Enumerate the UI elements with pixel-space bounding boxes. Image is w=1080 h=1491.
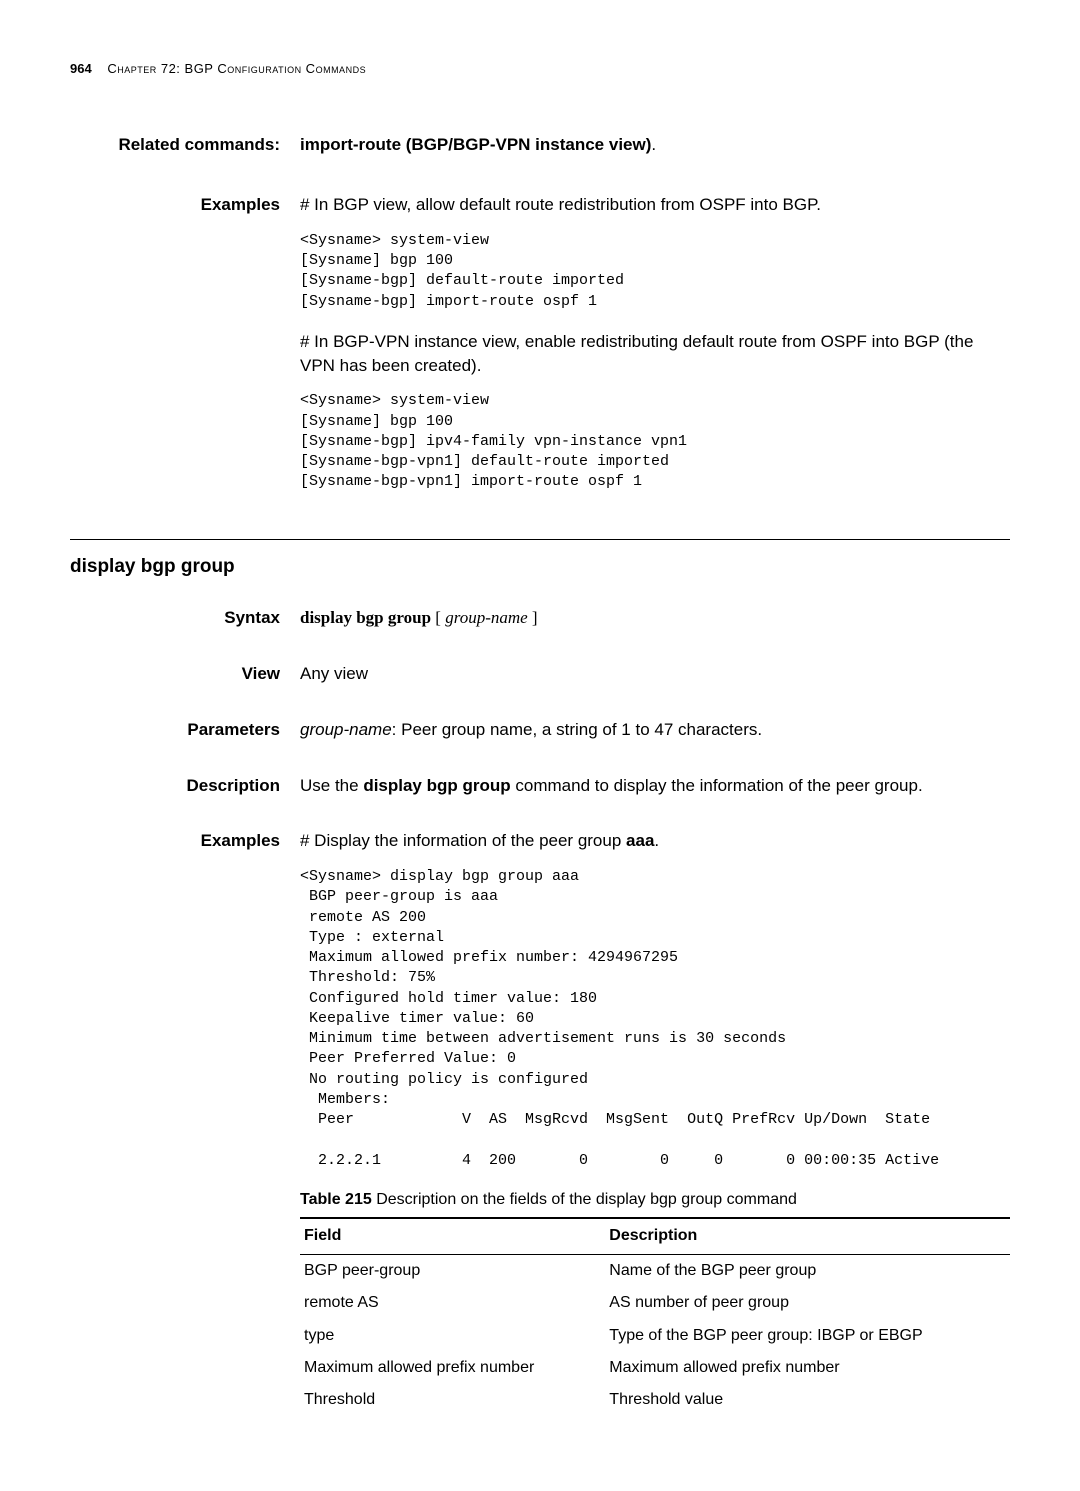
td-field: remote AS — [300, 1287, 605, 1319]
td-desc: Name of the BGP peer group — [605, 1254, 1010, 1287]
table-row: type Type of the BGP peer group: IBGP or… — [300, 1320, 1010, 1352]
examples2-content: # Display the information of the peer gr… — [300, 829, 1010, 1416]
td-desc: Threshold value — [605, 1384, 1010, 1416]
page-header: 964 Chapter 72: BGP Configuration Comman… — [70, 60, 1010, 78]
td-field: Threshold — [300, 1384, 605, 1416]
td-desc: AS number of peer group — [605, 1287, 1010, 1319]
syntax-label: Syntax — [70, 606, 300, 630]
related-commands-content: import-route (BGP/BGP-VPN instance view)… — [300, 133, 1010, 157]
examples2-intro: # Display the information of the peer gr… — [300, 829, 1010, 853]
examples1-code2: <Sysname> system-view [Sysname] bgp 100 … — [300, 391, 1010, 492]
table-row: Maximum allowed prefix number Maximum al… — [300, 1352, 1010, 1384]
syntax-row: Syntax display bgp group [ group-name ] — [70, 606, 1010, 630]
th-desc: Description — [605, 1218, 1010, 1254]
desc-post: command to display the information of th… — [511, 776, 923, 795]
table-row: BGP peer-group Name of the BGP peer grou… — [300, 1254, 1010, 1287]
table-row: remote AS AS number of peer group — [300, 1287, 1010, 1319]
examples1-label: Examples — [70, 193, 300, 511]
parameters-content: group-name: Peer group name, a string of… — [300, 718, 1010, 742]
syntax-cmd-italic: group-name — [445, 608, 527, 627]
desc-bold: display bgp group — [363, 776, 510, 795]
section-divider — [70, 539, 1010, 540]
td-desc: Maximum allowed prefix number — [605, 1352, 1010, 1384]
chapter-title: Chapter 72: BGP Configuration Commands — [107, 61, 366, 76]
syntax-cmd-bold: display bgp group — [300, 608, 431, 627]
examples2-label: Examples — [70, 829, 300, 1416]
param-name: group-name — [300, 720, 392, 739]
section-title: display bgp group — [70, 554, 1010, 581]
table-caption-text: Description on the fields of the display… — [372, 1191, 797, 1208]
view-content: Any view — [300, 662, 1010, 686]
table-caption-label: Table 215 — [300, 1191, 372, 1208]
table-caption: Table 215 Description on the fields of t… — [300, 1189, 1010, 1211]
examples1-intro1: # In BGP view, allow default route redis… — [300, 193, 1010, 217]
parameters-label: Parameters — [70, 718, 300, 742]
syntax-bracket-open: [ — [431, 608, 445, 627]
td-field: type — [300, 1320, 605, 1352]
page-number: 964 — [70, 61, 92, 76]
ex2-intro-bold: aaa — [626, 831, 654, 850]
description-content: Use the display bgp group command to dis… — [300, 774, 1010, 798]
examples2-row: Examples # Display the information of th… — [70, 829, 1010, 1416]
examples1-code1: <Sysname> system-view [Sysname] bgp 100 … — [300, 231, 1010, 312]
examples1-intro2: # In BGP-VPN instance view, enable redis… — [300, 330, 1010, 378]
table-row: Threshold Threshold value — [300, 1384, 1010, 1416]
view-label: View — [70, 662, 300, 686]
description-label: Description — [70, 774, 300, 798]
syntax-bracket-close: ] — [528, 608, 538, 627]
related-commands-row: Related commands: import-route (BGP/BGP-… — [70, 133, 1010, 157]
examples2-code: <Sysname> display bgp group aaa BGP peer… — [300, 867, 1010, 1171]
desc-pre: Use the — [300, 776, 363, 795]
syntax-content: display bgp group [ group-name ] — [300, 606, 1010, 630]
related-commands-text: import-route (BGP/BGP-VPN instance view) — [300, 135, 651, 154]
related-commands-label: Related commands: — [70, 133, 300, 157]
examples1-row: Examples # In BGP view, allow default ro… — [70, 193, 1010, 511]
examples1-content: # In BGP view, allow default route redis… — [300, 193, 1010, 511]
td-desc: Type of the BGP peer group: IBGP or EBGP — [605, 1320, 1010, 1352]
view-row: View Any view — [70, 662, 1010, 686]
ex2-intro-post: . — [654, 831, 659, 850]
td-field: Maximum allowed prefix number — [300, 1352, 605, 1384]
parameters-row: Parameters group-name: Peer group name, … — [70, 718, 1010, 742]
td-field: BGP peer-group — [300, 1254, 605, 1287]
ex2-intro-pre: # Display the information of the peer gr… — [300, 831, 626, 850]
field-table: Field Description BGP peer-group Name of… — [300, 1217, 1010, 1416]
param-desc: : Peer group name, a string of 1 to 47 c… — [392, 720, 762, 739]
description-row: Description Use the display bgp group co… — [70, 774, 1010, 798]
th-field: Field — [300, 1218, 605, 1254]
